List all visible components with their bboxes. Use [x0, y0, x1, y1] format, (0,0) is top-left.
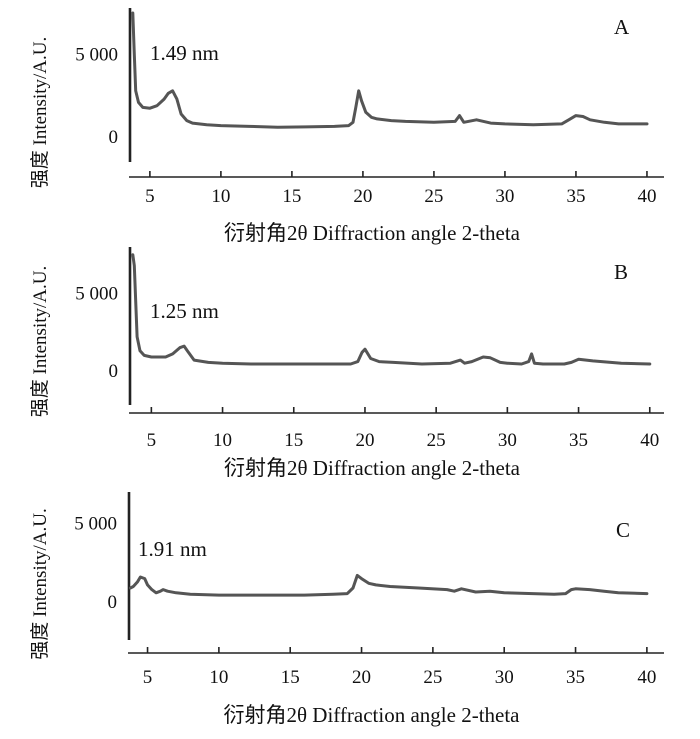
x-axis-label: 衍射角2θ Diffraction angle 2-theta [224, 703, 521, 727]
peak-annotation: 1.25 nm [150, 299, 219, 323]
panel-label: A [614, 15, 630, 39]
x-tick-label-10: 10 [213, 430, 232, 451]
peak-annotation: 1.49 nm [150, 41, 219, 65]
y-tick-label-5000: 5 000 [75, 283, 118, 304]
x-tick-label-20: 20 [352, 667, 371, 688]
chart-panel-a: 5 10 15 20 25 30 35 40 0 5 000 强度 Intensity/A.U. 衍射… [29, 8, 664, 245]
y-axis-label: 强度 Intensity/A.U. [29, 508, 51, 659]
y-tick-label-0: 0 [108, 592, 118, 613]
chart-panel-c: 5 10 15 20 25 30 35 40 0 5 000 强度 Intensity/A.U. 衍射… [29, 492, 664, 727]
x-tick-label-40: 40 [637, 667, 656, 688]
x-tick-label-40: 40 [640, 430, 659, 451]
x-tick-label-40: 40 [637, 186, 656, 207]
x-tick-label-25: 25 [424, 186, 443, 207]
panel-label: C [616, 518, 630, 542]
x-axis-label: 衍射角2θ Diffraction angle 2-theta [224, 456, 521, 480]
x-tick-label-30: 30 [495, 667, 514, 688]
x-tick-label-15: 15 [281, 667, 300, 688]
x-tick-label-10: 10 [211, 186, 230, 207]
x-tick-label-20: 20 [353, 186, 372, 207]
x-tick-label-35: 35 [569, 430, 588, 451]
x-tick-label-20: 20 [355, 430, 374, 451]
panel-label: B [614, 260, 628, 284]
x-tick-label-35: 35 [566, 667, 585, 688]
x-tick-label-15: 15 [284, 430, 303, 451]
x-tick-label-30: 30 [495, 186, 514, 207]
x-tick-label-25: 25 [423, 667, 442, 688]
y-axis-label: 强度 Intensity/A.U. [29, 266, 51, 417]
xrd-pattern-line [131, 253, 652, 366]
x-tick-label-5: 5 [147, 430, 157, 451]
x-tick-label-5: 5 [145, 186, 155, 207]
y-tick-label-5000: 5 000 [75, 44, 118, 65]
y-tick-label-5000: 5 000 [74, 513, 117, 534]
x-tick-label-5: 5 [143, 667, 153, 688]
y-tick-label-0: 0 [109, 361, 119, 382]
x-tick-label-15: 15 [282, 186, 301, 207]
chart-panel-b: 5 10 15 20 25 30 35 40 0 5 000 强度 Intensity/A.U. 衍射… [29, 247, 664, 480]
x-tick-label-30: 30 [498, 430, 517, 451]
y-axis-label: 强度 Intensity/A.U. [29, 37, 51, 188]
x-axis-label: 衍射角2θ Diffraction angle 2-theta [224, 221, 521, 245]
xrd-pattern-line [131, 11, 649, 129]
xrd-pattern-line [128, 573, 649, 597]
x-tick-label-25: 25 [427, 430, 446, 451]
y-tick-label-0: 0 [109, 127, 119, 148]
peak-annotation: 1.91 nm [138, 537, 207, 561]
x-tick-label-35: 35 [566, 186, 585, 207]
x-tick-label-10: 10 [209, 667, 228, 688]
